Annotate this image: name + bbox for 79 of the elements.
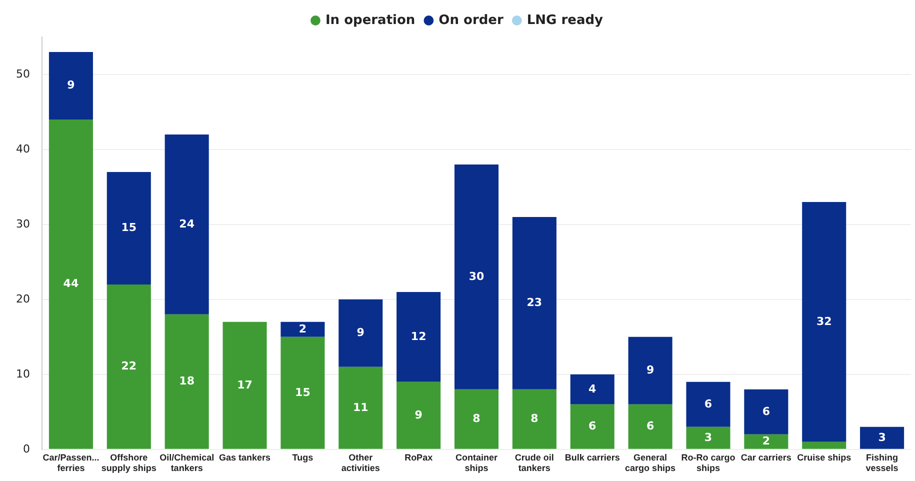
bar: [454, 389, 499, 449]
bar: [338, 366, 383, 449]
data-label: 6: [704, 397, 712, 410]
bar: [802, 202, 846, 442]
bar: [396, 292, 441, 382]
bar: [512, 389, 556, 449]
bar: [222, 322, 267, 449]
bar: [164, 314, 209, 449]
data-label: 15: [295, 386, 310, 399]
bar: [338, 299, 383, 367]
data-label: 9: [646, 364, 654, 377]
legend-label: On order: [438, 12, 504, 28]
x-tick-label: Fishing vessels: [866, 452, 898, 474]
bar: [686, 382, 730, 427]
x-tick-label: Car/Passen... ferries: [42, 452, 100, 474]
data-label: 24: [179, 217, 195, 230]
data-label: 9: [356, 326, 364, 340]
bar: [686, 426, 730, 449]
data-label: 23: [526, 296, 542, 310]
bar: [48, 119, 93, 449]
y-tick-label: 20: [16, 292, 30, 306]
y-tick-label: 0: [22, 442, 30, 456]
x-tick-label: RoPax: [404, 452, 433, 462]
bar: [48, 52, 93, 120]
y-tick-label: 10: [16, 367, 30, 380]
bar: [570, 374, 614, 404]
data-label: 6: [762, 404, 770, 418]
data-label: 2: [762, 434, 770, 448]
data-label: 6: [646, 420, 654, 433]
bar: [628, 404, 672, 449]
x-tick-label: Car carriers: [740, 452, 792, 462]
x-tick-label: General cargo ships: [625, 452, 676, 474]
x-tick-label: Crude oil tankers: [514, 452, 554, 474]
data-label: 17: [237, 378, 252, 392]
data-label: 30: [468, 270, 484, 283]
bar: [744, 389, 788, 434]
bar: [860, 426, 904, 449]
data-label: 12: [410, 330, 426, 343]
bar: [396, 382, 441, 449]
data-label: 22: [121, 360, 137, 373]
data-label: 15: [121, 221, 137, 234]
x-tick-label: Offshore supply ships: [101, 452, 156, 474]
bar: [512, 216, 556, 390]
data-label: 18: [179, 374, 194, 388]
data-label: 9: [67, 78, 75, 92]
x-tick-label: Other activities: [341, 452, 380, 474]
data-label: 44: [63, 277, 79, 290]
data-label: 8: [472, 412, 480, 426]
data-label: 9: [414, 408, 422, 422]
x-tick-label: Oil/Chemical tankers: [160, 452, 214, 474]
bar: [164, 134, 209, 314]
data-label: 11: [352, 400, 368, 414]
bar: [280, 322, 325, 337]
bar: [628, 336, 672, 404]
y-tick-label: 30: [16, 217, 30, 230]
data-label: 3: [878, 430, 886, 444]
bar: [280, 336, 325, 449]
bar: [570, 404, 614, 449]
bar: [802, 442, 846, 449]
x-tick-label: Cruise ships: [797, 452, 852, 462]
y-tick-label: 40: [16, 142, 30, 156]
data-label: 6: [588, 420, 597, 433]
data-label: 4: [588, 382, 597, 396]
data-label: 32: [816, 314, 832, 328]
bar: [106, 284, 151, 449]
x-tick-label: Gas tankers: [219, 452, 271, 462]
x-tick-label: Tugs: [292, 452, 314, 462]
data-label: 3: [704, 430, 712, 444]
legend-label: LNG ready: [526, 12, 604, 28]
x-tick-label: Container ships: [455, 452, 498, 474]
x-tick-label: Bulk carriers: [564, 452, 620, 462]
x-tick-label: Ro-Ro cargo ships: [681, 452, 736, 474]
legend-label: In operation: [325, 12, 416, 28]
y-tick-label: 50: [16, 67, 30, 80]
data-label: 2: [298, 322, 307, 336]
bar: [744, 434, 788, 449]
data-label: 8: [530, 412, 538, 426]
bar: [106, 172, 151, 284]
bar: [454, 164, 499, 390]
